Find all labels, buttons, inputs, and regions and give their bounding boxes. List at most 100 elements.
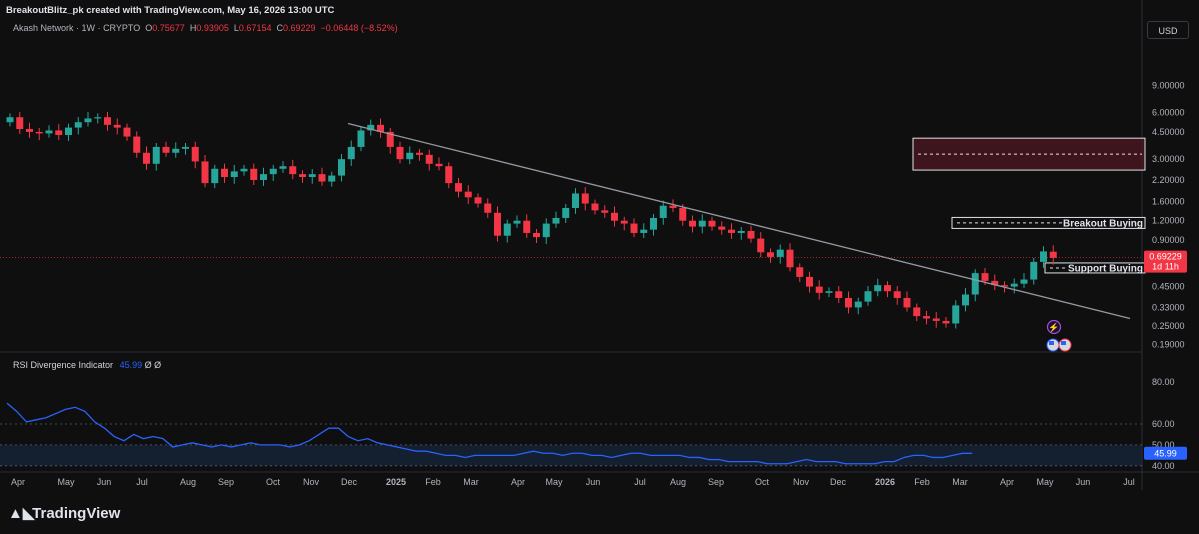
time-tick-label: Aug bbox=[180, 477, 196, 487]
candle-body bbox=[825, 291, 833, 293]
candle-body bbox=[757, 238, 765, 253]
candle-body bbox=[425, 154, 433, 164]
candle-body bbox=[503, 223, 511, 236]
candle-body bbox=[562, 208, 570, 218]
candle-body bbox=[533, 232, 540, 238]
candle-body bbox=[513, 220, 521, 224]
rsi-axis: 80.00 60.00 50.00 40.00 bbox=[1152, 377, 1175, 471]
candle-body bbox=[815, 286, 823, 293]
candle-body bbox=[386, 131, 394, 147]
rsi-extra: Ø Ø bbox=[144, 360, 162, 370]
symbol-legend: Akash Network · 1W · CRYPTO O0.75677 H0.… bbox=[13, 23, 398, 33]
candle-body bbox=[523, 220, 531, 233]
candle-body bbox=[1049, 251, 1057, 258]
rsi-tick-label: 40.00 bbox=[1152, 461, 1175, 471]
candle-body bbox=[854, 301, 862, 308]
price-tick-label: 1.60000 bbox=[1152, 196, 1185, 206]
price-tick-label: 0.45000 bbox=[1152, 282, 1185, 292]
price-tick-label: 1.20000 bbox=[1152, 216, 1185, 226]
candle-body bbox=[65, 127, 72, 135]
candle-body bbox=[581, 193, 589, 204]
zone-layer: Breakout Buying Support Buying bbox=[912, 137, 1146, 274]
lightning-icon[interactable] bbox=[1046, 319, 1062, 335]
time-tick-label: Aug bbox=[670, 477, 686, 487]
candle-body bbox=[572, 193, 579, 209]
candle-body bbox=[182, 146, 189, 149]
interval-label[interactable]: 1W bbox=[81, 23, 96, 33]
candle-body bbox=[445, 166, 453, 184]
candle-body bbox=[406, 152, 414, 160]
candle-body bbox=[864, 291, 872, 302]
zone-label: Support Buying bbox=[1068, 263, 1143, 274]
lightning-glyph: ⚡ bbox=[1048, 322, 1059, 334]
rsi-name[interactable]: RSI Divergence Indicator bbox=[13, 360, 114, 370]
candle-body bbox=[308, 174, 316, 178]
candle-body bbox=[133, 136, 141, 153]
candle-body bbox=[104, 117, 111, 125]
price-axis: 9.00000 6.00000 4.50000 3.00000 2.20000 1.600… bbox=[1152, 80, 1185, 349]
candle-body bbox=[269, 168, 277, 175]
candle-body bbox=[718, 226, 726, 230]
event-icons: ⚡ bbox=[1046, 319, 1072, 352]
candle-body bbox=[962, 294, 969, 306]
time-axis: Apr May Jun Jul Aug Sep Oct Nov Dec 2025 Feb Mar Apr… bbox=[11, 477, 1135, 487]
candle-body bbox=[923, 316, 930, 319]
time-tick-label: May bbox=[57, 477, 75, 487]
time-tick-label: Mar bbox=[463, 477, 479, 487]
candle-body bbox=[123, 127, 131, 137]
candle-body bbox=[1040, 251, 1047, 262]
time-tick-label: 2025 bbox=[386, 477, 406, 487]
candle-body bbox=[874, 285, 882, 292]
candle-body bbox=[669, 205, 677, 209]
candle-body bbox=[455, 183, 462, 192]
candle-body bbox=[347, 146, 355, 160]
candle-body bbox=[611, 212, 618, 221]
price-tick-label: 0.33000 bbox=[1152, 302, 1185, 312]
rsi-band bbox=[0, 444, 1142, 466]
close-key: C bbox=[276, 23, 283, 33]
zone-label: Breakout Buying bbox=[1063, 218, 1143, 229]
candle-body bbox=[776, 249, 784, 257]
candle-body bbox=[396, 146, 404, 160]
rsi-line bbox=[6, 402, 973, 465]
candle-body bbox=[289, 166, 297, 175]
time-tick-label: Mar bbox=[952, 477, 968, 487]
time-tick-label: Apr bbox=[511, 477, 525, 487]
candle-body bbox=[494, 212, 501, 236]
candle-body bbox=[172, 148, 180, 153]
candle-body bbox=[260, 174, 267, 180]
rsi-tick-label: 80.00 bbox=[1152, 377, 1175, 387]
candle-body bbox=[464, 191, 472, 198]
time-tick-label: Dec bbox=[830, 477, 847, 487]
symbol-name[interactable]: Akash Network bbox=[13, 23, 74, 33]
candle-body bbox=[338, 159, 345, 176]
open-value: 0.75677 bbox=[152, 23, 185, 33]
candle-body bbox=[542, 223, 550, 238]
candle-body bbox=[1010, 283, 1018, 287]
price-tick-label: 6.00000 bbox=[1152, 108, 1185, 118]
candle-body bbox=[689, 220, 696, 227]
rsi-levels bbox=[0, 423, 1142, 467]
currency-button[interactable]: USD bbox=[1147, 21, 1189, 39]
candle-body bbox=[221, 168, 228, 178]
candle-body bbox=[357, 130, 365, 147]
candle-body bbox=[952, 305, 960, 324]
time-tick-label: Nov bbox=[793, 477, 810, 487]
price-tick-label: 4.50000 bbox=[1152, 127, 1185, 137]
candle-body bbox=[796, 267, 804, 277]
candle-body bbox=[6, 117, 14, 123]
candle-body bbox=[211, 168, 219, 184]
rsi-tick-label: 60.00 bbox=[1152, 419, 1175, 429]
logo-mark-icon: ▲◣ bbox=[8, 505, 35, 522]
candle-body bbox=[328, 175, 336, 182]
candle-body bbox=[679, 208, 687, 221]
candle-body bbox=[191, 146, 199, 162]
flag-canton bbox=[1049, 341, 1054, 345]
candle-body bbox=[601, 210, 609, 213]
candle-body bbox=[1030, 261, 1038, 280]
candle-body bbox=[55, 130, 63, 135]
flag-canton-2 bbox=[1061, 341, 1066, 345]
candle-body bbox=[650, 217, 657, 230]
